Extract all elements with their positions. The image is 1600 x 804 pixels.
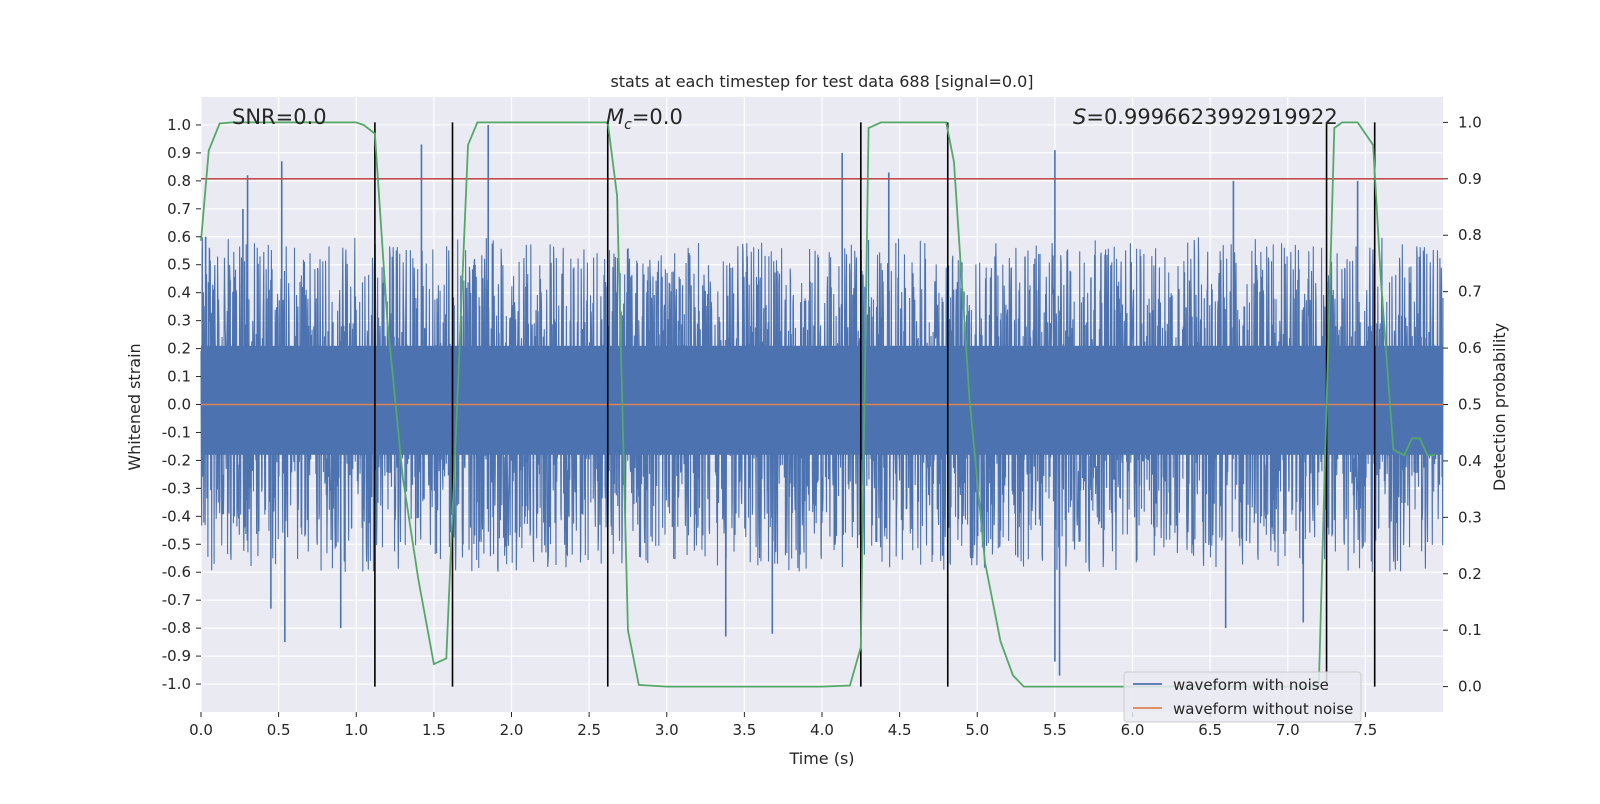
x-tick-label: 1.0	[344, 721, 368, 739]
x-tick-label: 4.5	[888, 721, 912, 739]
x-tick-label: 5.5	[1043, 721, 1067, 739]
x-axis-label: Time (s)	[788, 749, 854, 768]
chart-title: stats at each timestep for test data 688…	[610, 72, 1033, 91]
y-right-tick-label: 0.2	[1458, 565, 1482, 583]
y-left-tick-label: 0.4	[167, 284, 191, 302]
y-left-tick-label: 0.9	[167, 144, 191, 162]
y-left-tick-label: 0.0	[167, 396, 191, 414]
chirp-mass-value: =0.0	[632, 105, 683, 129]
chirp-mass-subscript: c	[624, 117, 632, 133]
y-left-tick-label: 0.2	[167, 340, 191, 358]
y-left-tick-label: -0.8	[162, 619, 191, 637]
y-left-tick-label: 0.1	[167, 368, 191, 386]
score-value: =0.9996623992919922	[1086, 105, 1337, 129]
chirp-mass-annotation: Mc=0.0	[606, 105, 683, 133]
detection-probability-line	[200, 121, 1436, 688]
y-left-tick-label: 0.8	[167, 172, 191, 190]
y-left-tick-label: -0.4	[162, 507, 191, 525]
x-tick-label: 5.0	[965, 721, 989, 739]
x-tick-label: 7.5	[1353, 721, 1377, 739]
y-right-tick-label: 0.5	[1458, 396, 1482, 414]
x-tick-label: 3.5	[732, 721, 756, 739]
y-left-tick-label: 0.7	[167, 200, 191, 218]
x-tick-label: 1.5	[422, 721, 446, 739]
y-left-tick-label: 0.5	[167, 256, 191, 274]
x-tick-label: 0.5	[267, 721, 291, 739]
reference-lines	[201, 122, 1443, 687]
y-left-tick-label: -0.9	[162, 647, 191, 665]
y-left-tick-label: 0.6	[167, 228, 191, 246]
legend: waveform with noise waveform without noi…	[1123, 671, 1362, 723]
chirp-mass-symbol: M	[606, 105, 624, 129]
x-tick-label: 2.0	[500, 721, 524, 739]
x-tick-label: 3.0	[655, 721, 679, 739]
legend-label-waveform-with-noise: waveform with noise	[1173, 676, 1329, 694]
x-tick-label: 6.0	[1121, 721, 1145, 739]
y-left-tick-label: -0.3	[162, 479, 191, 497]
y-left-tick-label: 0.3	[167, 312, 191, 330]
y-axis-label-left: Whitened strain	[125, 343, 144, 470]
y-left-tick-label: -0.5	[162, 535, 191, 553]
y-axis-label-right: Detection probability	[1490, 323, 1509, 491]
y-right-tick-label: 0.7	[1458, 283, 1482, 301]
y-left-tick-label: -1.0	[162, 675, 191, 693]
y-left-tick-label: -0.6	[162, 563, 191, 581]
y-right-tick-label: 1.0	[1458, 113, 1482, 131]
y-right-tick-label: 0.1	[1458, 621, 1482, 639]
series-waveform-with-noise	[200, 124, 1444, 676]
y-right-tick-label: 0.0	[1458, 678, 1482, 696]
y-left-tick-label: -0.2	[162, 451, 191, 469]
legend-box	[1123, 671, 1362, 723]
x-tick-label: 4.0	[810, 721, 834, 739]
y-left-tick-label: 1.0	[167, 116, 191, 134]
x-tick-label: 7.0	[1276, 721, 1300, 739]
score-annotation: S=0.9996623992919922	[1073, 105, 1338, 129]
y-left-tick-label: -0.7	[162, 591, 191, 609]
x-tick-label: 2.5	[577, 721, 601, 739]
y-left-tick-label: -0.1	[162, 423, 191, 441]
x-tick-label: 6.5	[1198, 721, 1222, 739]
y-right-tick-label: 0.8	[1458, 226, 1482, 244]
series-detection-probability	[200, 121, 1436, 688]
y-right-tick-label: 0.4	[1458, 452, 1482, 470]
x-tick-label: 0.0	[189, 721, 213, 739]
snr-annotation: SNR=0.0	[232, 105, 327, 129]
waveform-core-band	[201, 345, 1443, 455]
y-right-tick-label: 0.6	[1458, 339, 1482, 357]
legend-label-waveform-without-noise: waveform without noise	[1173, 700, 1353, 718]
y-right-tick-label: 0.3	[1458, 508, 1482, 526]
score-symbol: S	[1073, 105, 1086, 129]
y-right-tick-label: 0.9	[1458, 170, 1482, 188]
tick-labels: 0.0 0.5 1.0 1.5 2.0 2.5 3.0 3.5 4.0 4.5 5.0 5.5 6.0 6…	[162, 113, 1482, 739]
